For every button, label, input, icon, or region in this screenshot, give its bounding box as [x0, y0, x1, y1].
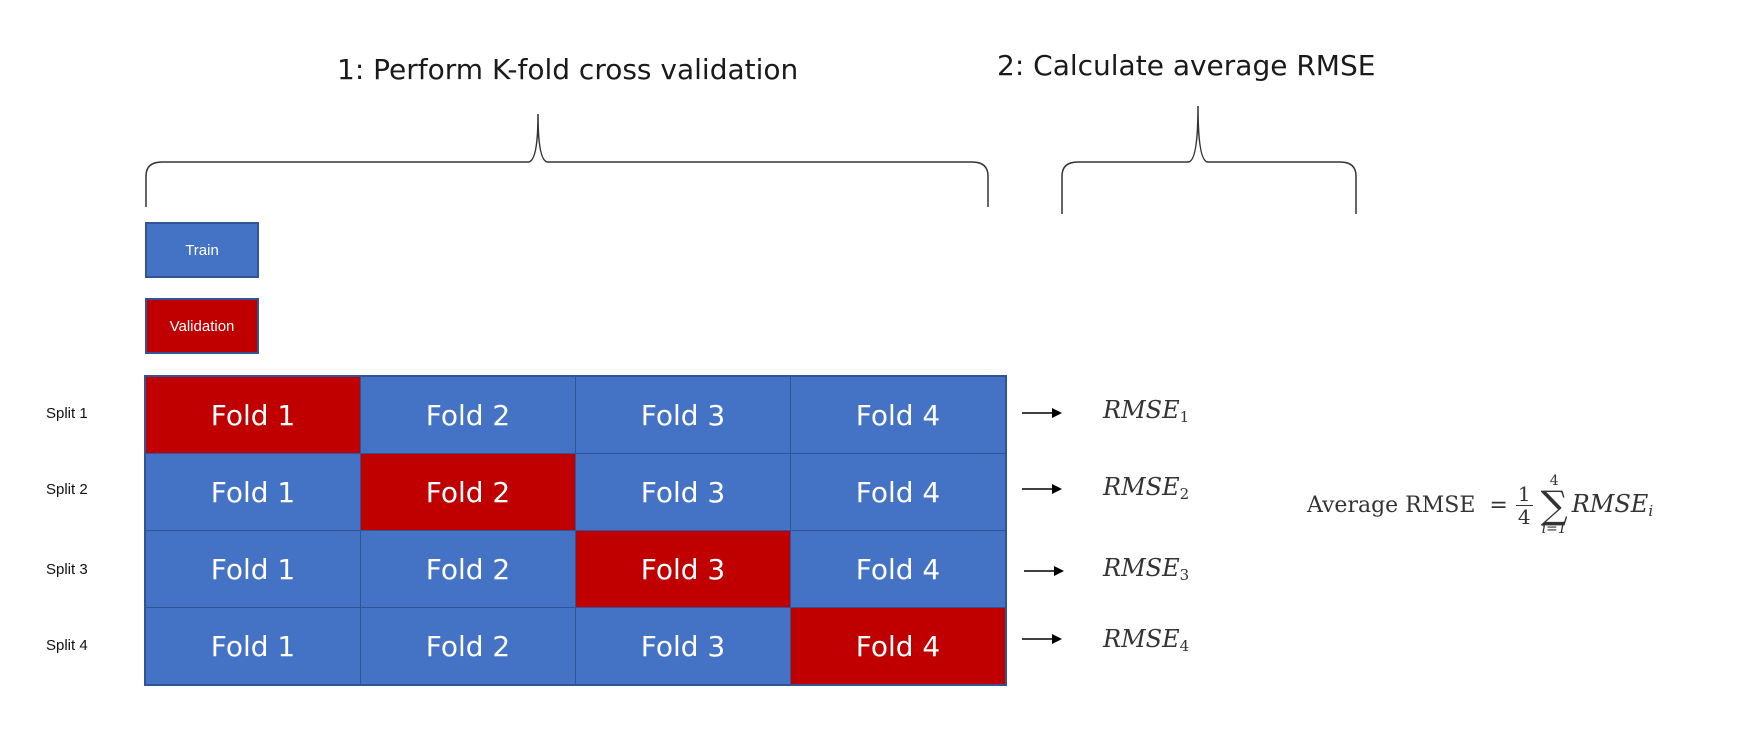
formula-equals: =	[1489, 492, 1508, 518]
legend-validation: Validation	[145, 298, 259, 354]
fold-cell-split3-fold1: Fold 1	[146, 531, 360, 607]
formula-fraction: 1 4	[1515, 481, 1533, 529]
brace-step2	[1061, 105, 1357, 214]
fold-cell-split2-fold3: Fold 3	[576, 454, 790, 530]
formula-label: Average RMSE	[1307, 492, 1476, 518]
fold-cell-split4-fold4: Fold 4	[791, 608, 1005, 684]
fold-cell-split3-fold4: Fold 4	[791, 531, 1005, 607]
fold-cell-split1-fold2: Fold 2	[361, 377, 575, 453]
rmse-split-4: RMSE4	[1103, 625, 1190, 655]
fold-cell-split4-fold3: Fold 3	[576, 608, 790, 684]
fold-cell-split3-fold3: Fold 3	[576, 531, 790, 607]
arrow-split-2	[1022, 484, 1062, 494]
sigma-icon: ∑	[1540, 482, 1568, 527]
fold-cell-split1-fold3: Fold 3	[576, 377, 790, 453]
fold-cell-split2-fold4: Fold 4	[791, 454, 1005, 530]
fold-cell-split2-fold1: Fold 1	[146, 454, 360, 530]
arrow-split-3	[1024, 566, 1064, 576]
arrow-split-4	[1022, 634, 1062, 644]
sum-upper: 4	[1549, 472, 1559, 489]
formula-term: RMSEi	[1571, 490, 1654, 520]
fold-grid: Fold 1 Fold 2 Fold 3 Fold 4 Fold 1 Fold 2 Fold…	[144, 375, 1007, 686]
arrow-split-1	[1022, 408, 1062, 418]
rmse-split-3: RMSE3	[1103, 554, 1190, 584]
split-label-4: Split 4	[46, 637, 88, 654]
fold-cell-split2-fold2: Fold 2	[361, 454, 575, 530]
formula-numerator: 1	[1515, 481, 1533, 506]
fold-cell-split3-fold2: Fold 2	[361, 531, 575, 607]
rmse-split-1: RMSE1	[1103, 396, 1190, 426]
legend-train: Train	[145, 222, 259, 278]
fold-cell-split4-fold1: Fold 1	[146, 608, 360, 684]
formula-summation: 4 ∑ i=1	[1541, 474, 1568, 536]
formula-denominator: 4	[1517, 504, 1531, 529]
step1-title: 1: Perform K-fold cross validation	[337, 53, 799, 86]
rmse-split-2: RMSE2	[1103, 473, 1190, 503]
step2-title: 2: Calculate average RMSE	[997, 49, 1376, 82]
brace-step1	[145, 113, 989, 207]
average-rmse-formula: Average RMSE = 1 4 4 ∑ i=1 RMSEi	[1307, 470, 1653, 540]
fold-cell-split1-fold1: Fold 1	[146, 377, 360, 453]
split-label-3: Split 3	[46, 561, 88, 578]
split-label-1: Split 1	[46, 405, 88, 422]
sum-lower: i=1	[1541, 521, 1567, 538]
split-label-2: Split 2	[46, 481, 88, 498]
fold-cell-split4-fold2: Fold 2	[361, 608, 575, 684]
fold-cell-split1-fold4: Fold 4	[791, 377, 1005, 453]
